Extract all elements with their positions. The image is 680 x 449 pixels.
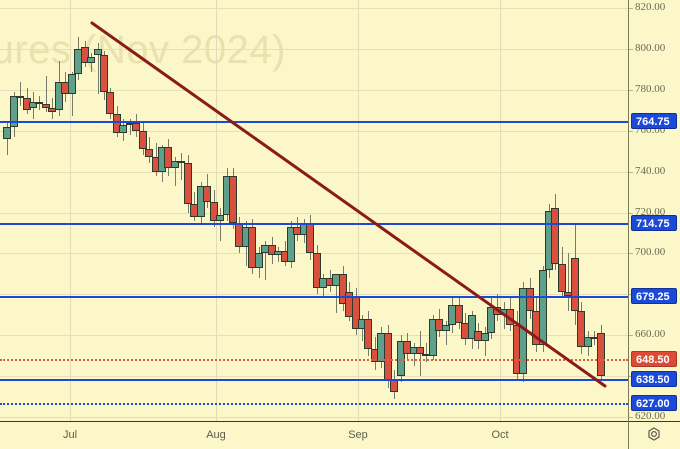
candle-wick [485,326,486,356]
gridline-horizontal [0,172,628,173]
candle-wick [568,253,569,311]
gridline-horizontal [0,90,628,91]
candle-bearish [455,304,463,323]
candle-bearish [42,104,50,109]
candle-wick [46,75,47,113]
price-level-tag[interactable]: 627.00 [631,395,677,411]
gridline-horizontal [0,213,628,214]
candle-bearish [35,102,43,105]
candle-bearish [306,222,314,254]
candle-bearish [384,333,392,381]
price-tick-label: 800.00 [635,42,666,54]
candle-bullish [68,73,76,94]
candle-bearish [571,257,579,311]
candle-bearish [184,163,192,205]
time-tick-label: Oct [491,429,509,441]
price-tick-label: 700.00 [635,246,666,258]
price-level-line[interactable] [0,359,628,361]
candle-bearish [390,380,398,393]
price-tick-mark [629,49,633,50]
candle-bearish [203,185,211,203]
candle-bearish [597,333,605,377]
price-level-line[interactable] [0,379,628,381]
price-tick-mark [629,417,633,418]
candle-bullish [3,126,11,139]
price-level-tag[interactable]: 679.25 [631,288,677,304]
candle-bullish [442,324,450,332]
time-tick-label: Sep [348,429,368,441]
candle-bullish [119,124,127,133]
gridline-vertical [358,0,359,421]
price-tick-label: 740.00 [635,165,666,177]
candle-bearish [558,263,566,293]
candle-wick [52,98,53,119]
candle-bearish [132,122,140,131]
candle-bullish [481,333,489,342]
gridline-horizontal [0,131,628,132]
candle-bullish [29,102,37,109]
price-tick-label: 620.00 [635,410,666,421]
price-level-line[interactable] [0,121,628,123]
price-tick-mark [629,90,633,91]
candle-wick [72,71,73,117]
candle-bullish [10,96,18,127]
candle-bullish [539,269,547,346]
candle-bullish [87,57,95,64]
candle-bearish [364,318,372,350]
price-level-line[interactable] [0,296,628,298]
time-tick-label: Aug [206,429,226,441]
candle-wick [504,302,505,330]
price-level-tag[interactable]: 648.50 [631,351,677,367]
price-tick-mark [629,253,633,254]
candle-bearish [229,175,237,223]
price-tick-mark [629,213,633,214]
gridline-horizontal [0,8,628,9]
candle-bullish [255,253,263,268]
candle-wick [181,153,182,180]
candle-bearish [506,308,514,325]
chart-plot-area[interactable]: tures (Nov 2024) [0,0,628,421]
candle-bearish [16,96,24,99]
candle-wick [20,81,21,107]
price-level-tag[interactable]: 638.50 [631,371,677,387]
price-tick-mark [629,131,633,132]
price-tick-label: 780.00 [635,83,666,95]
price-tick-label: 820.00 [635,1,666,13]
candle-bearish [81,47,89,64]
gridline-horizontal [0,376,628,377]
candle-bearish [48,108,56,113]
gridline-vertical [70,0,71,421]
price-level-line[interactable] [0,223,628,225]
price-level-tag[interactable]: 764.75 [631,113,677,129]
chart-settings-button[interactable] [628,421,680,449]
price-tick-mark [629,8,633,9]
candle-bullish [216,214,224,221]
chart-watermark: tures (Nov 2024) [0,28,286,72]
price-tick-mark [629,172,633,173]
price-level-line[interactable] [0,403,628,405]
candle-bearish [551,208,559,264]
gridline-vertical [500,0,501,421]
candle-bearish [145,149,153,158]
price-tick-label: 660.00 [635,328,666,340]
candle-bullish [55,81,63,111]
price-tick-mark [629,335,633,336]
gridline-horizontal [0,417,628,418]
candle-bearish [526,288,534,311]
price-axis[interactable]: 820.00 800.00 780.00 760.00 740.00 720.00 700.… [628,0,680,421]
candle-bearish [139,130,147,150]
price-level-tag[interactable]: 714.75 [631,215,677,231]
axis-corner [628,421,680,449]
candle-bearish [100,55,108,92]
gear-icon[interactable] [645,426,663,444]
candle-bearish [106,91,114,115]
time-axis[interactable]: Jul Aug Sep Oct [0,421,680,449]
candle-wick [7,122,8,156]
time-tick-label: Jul [62,429,78,441]
